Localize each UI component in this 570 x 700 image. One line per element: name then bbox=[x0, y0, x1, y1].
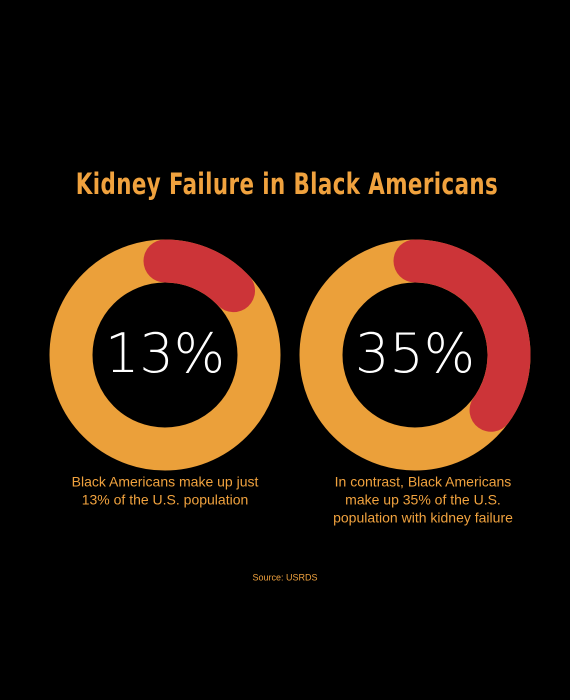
caption-line: make up 35% of the U.S. bbox=[345, 492, 501, 508]
caption-line: population with kidney failure bbox=[333, 510, 513, 526]
center-label: 13% bbox=[105, 322, 225, 385]
center-label: 35% bbox=[355, 322, 475, 385]
donut-segment bbox=[143, 239, 256, 313]
caption-line: In contrast, Black Americans bbox=[335, 474, 512, 490]
caption-line: Black Americans make up just bbox=[72, 474, 259, 490]
title: Kidney Failure in Black Americans bbox=[76, 168, 498, 202]
caption-line: 13% of the U.S. population bbox=[82, 492, 249, 508]
donut-segment bbox=[393, 239, 531, 432]
source: Source: USRDS bbox=[252, 572, 317, 582]
